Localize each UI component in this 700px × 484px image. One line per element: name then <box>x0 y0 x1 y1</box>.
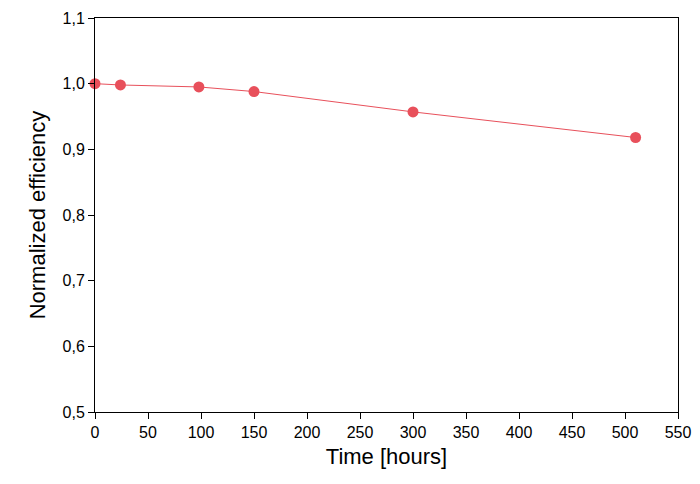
svg-text:0,7: 0,7 <box>63 272 85 289</box>
svg-text:1,1: 1,1 <box>63 10 85 27</box>
svg-text:0: 0 <box>91 424 100 441</box>
svg-text:Normalized efficiency: Normalized efficiency <box>25 111 50 320</box>
svg-text:50: 50 <box>139 424 157 441</box>
svg-text:500: 500 <box>612 424 639 441</box>
svg-text:200: 200 <box>294 424 321 441</box>
svg-text:0,6: 0,6 <box>63 338 85 355</box>
svg-text:400: 400 <box>506 424 533 441</box>
svg-text:450: 450 <box>559 424 586 441</box>
svg-text:150: 150 <box>241 424 268 441</box>
svg-text:250: 250 <box>347 424 374 441</box>
svg-text:0,5: 0,5 <box>63 404 85 421</box>
svg-text:0,8: 0,8 <box>63 207 85 224</box>
svg-text:100: 100 <box>188 424 215 441</box>
svg-text:Time [hours]: Time [hours] <box>326 444 447 469</box>
svg-text:0,9: 0,9 <box>63 141 85 158</box>
svg-text:300: 300 <box>400 424 427 441</box>
svg-text:350: 350 <box>453 424 480 441</box>
svg-text:550: 550 <box>665 424 692 441</box>
svg-text:1,0: 1,0 <box>63 75 85 92</box>
